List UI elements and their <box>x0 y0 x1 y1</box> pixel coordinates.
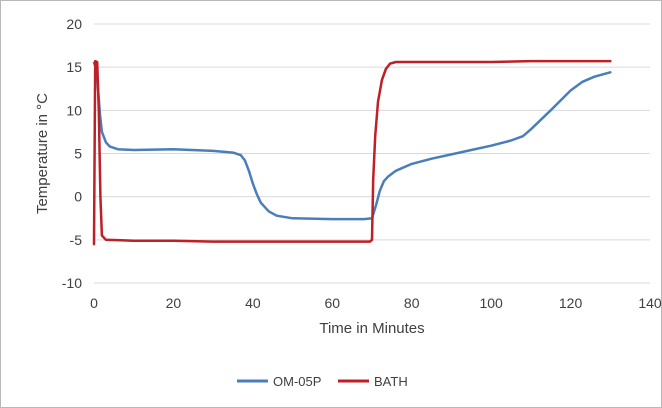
x-tick-label: 0 <box>90 295 98 311</box>
legend: OM-05P BATH <box>237 374 408 389</box>
y-tick-label: 20 <box>66 16 82 32</box>
series-line-bath <box>92 59 612 246</box>
y-axis-ticks: -10 -5 0 5 10 15 20 <box>62 16 82 291</box>
x-tick-label: 20 <box>166 295 182 311</box>
y-tick-label: 0 <box>74 189 82 205</box>
y-tick-label: 5 <box>74 146 82 162</box>
y-tick-label: 15 <box>66 59 82 75</box>
x-tick-label: 120 <box>559 295 583 311</box>
series-layer <box>92 59 612 246</box>
y-tick-label: 10 <box>66 102 82 118</box>
x-tick-label: 80 <box>404 295 420 311</box>
x-tick-label: 140 <box>638 295 662 311</box>
x-tick-label: 60 <box>324 295 340 311</box>
y-tick-label: -10 <box>62 275 82 291</box>
x-axis-title: Time in Minutes <box>319 320 424 337</box>
x-tick-label: 40 <box>245 295 261 311</box>
x-tick-label: 100 <box>479 295 503 311</box>
legend-label: BATH <box>374 374 408 389</box>
series-line-om-05p <box>92 61 612 221</box>
legend-label: OM-05P <box>273 374 321 389</box>
x-axis-ticks: 0 20 40 60 80 100 120 140 <box>90 295 662 311</box>
y-tick-label: -5 <box>70 232 83 248</box>
y-axis-title: Temperature in °C <box>34 93 51 214</box>
